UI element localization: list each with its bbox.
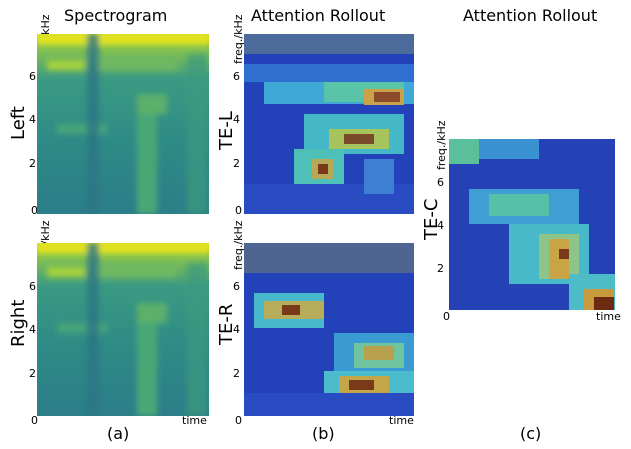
ytick-a-bottom-2: 2 — [29, 367, 36, 380]
attention-te-r — [244, 243, 414, 416]
attention-te-l — [244, 34, 414, 214]
xtick-c-0: 0 — [443, 310, 450, 323]
ytick-a-top-4: 4 — [29, 113, 36, 126]
time-label-b-bottom: time — [389, 414, 414, 427]
ytick-b-bottom-2: 2 — [233, 367, 240, 380]
ytick-a-top-6: 6 — [29, 70, 36, 83]
caption-b: (b) — [312, 424, 335, 443]
ytick-b-bottom-4: 4 — [233, 323, 240, 336]
title-attention-rollout-b: Attention Rollout — [251, 6, 386, 25]
xtick-a-top-0: 0 — [31, 204, 38, 217]
title-attention-rollout-c: Attention Rollout — [463, 6, 598, 25]
spectrogram-right — [37, 243, 209, 416]
attention-te-c — [449, 139, 615, 310]
xtick-b-top-0: 0 — [235, 204, 242, 217]
ytick-b-bottom-6: 6 — [233, 280, 240, 293]
row-label-left: Left — [8, 106, 29, 140]
title-spectrogram: Spectrogram — [64, 6, 168, 25]
caption-c: (c) — [520, 424, 542, 443]
row-label-right: Right — [8, 299, 29, 347]
xtick-b-bottom-0: 0 — [235, 414, 242, 427]
xtick-a-bottom-0: 0 — [31, 414, 38, 427]
ytick-c-2: 2 — [437, 262, 444, 275]
freq-label-c: freq./kHz — [435, 120, 448, 170]
caption-a: (a) — [107, 424, 130, 443]
ytick-a-top-2: 2 — [29, 157, 36, 170]
spectrogram-left — [37, 34, 209, 214]
ytick-c-6: 6 — [437, 176, 444, 189]
ytick-a-bottom-6: 6 — [29, 280, 36, 293]
ytick-c-4: 4 — [437, 219, 444, 232]
time-label-c: time — [596, 310, 621, 323]
ytick-a-bottom-4: 4 — [29, 323, 36, 336]
time-label-a-bottom: time — [182, 414, 207, 427]
ytick-b-top-4: 4 — [233, 113, 240, 126]
ytick-b-top-2: 2 — [233, 157, 240, 170]
ytick-b-top-6: 6 — [233, 70, 240, 83]
